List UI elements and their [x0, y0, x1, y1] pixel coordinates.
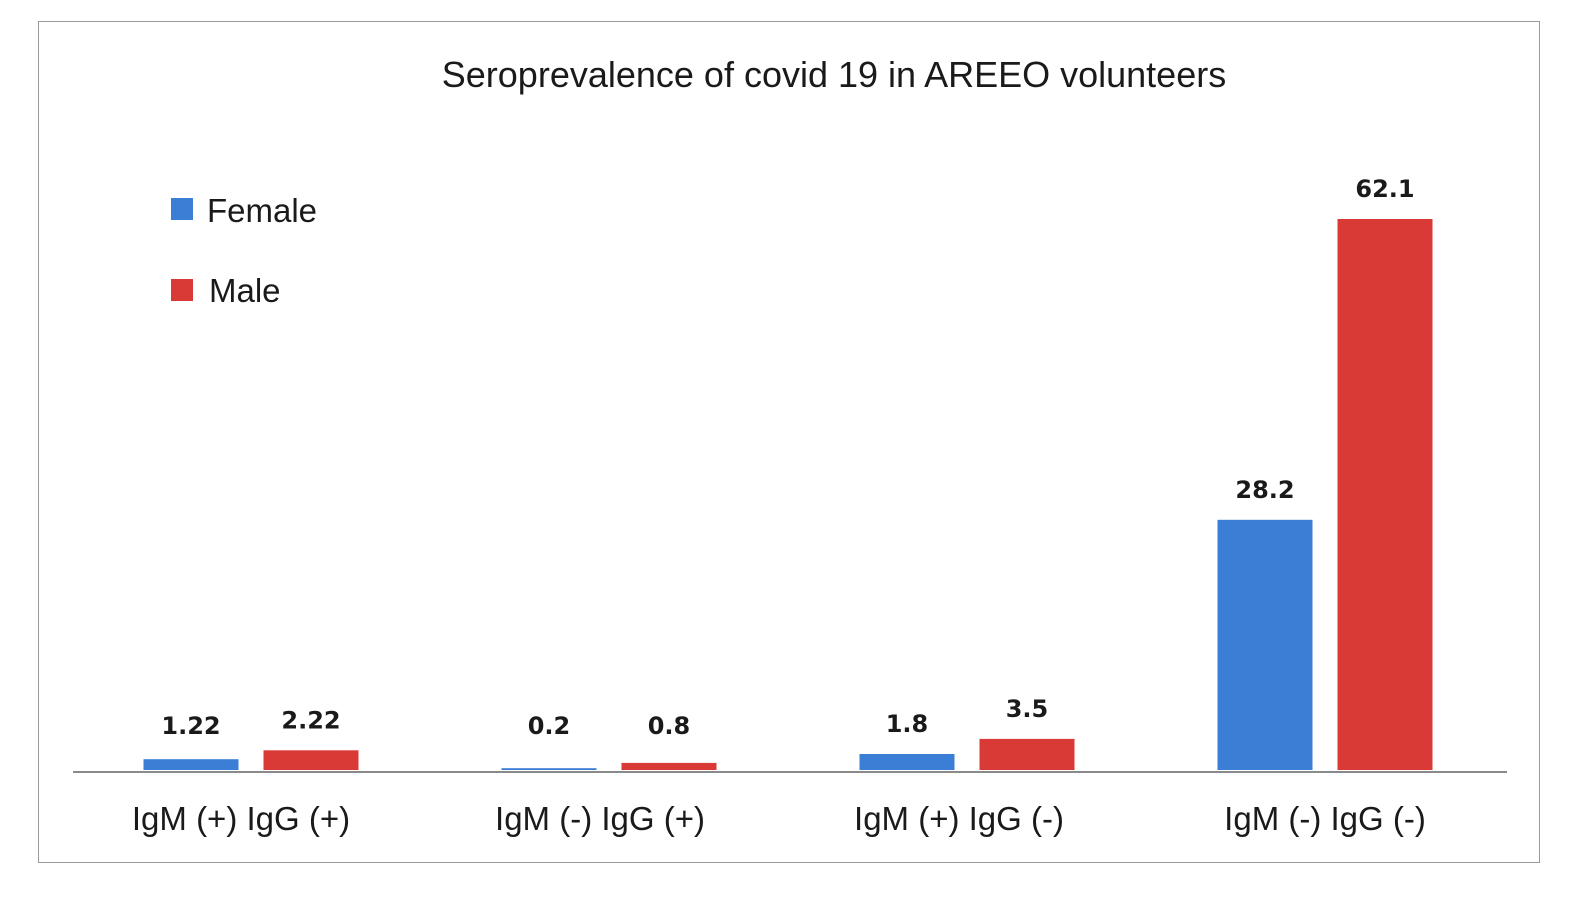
- data-label: 2.22: [281, 706, 340, 734]
- legend-label-male: Male: [209, 272, 281, 309]
- data-label: 0.2: [528, 712, 571, 740]
- bars-group: [143, 219, 1433, 770]
- data-label: 1.8: [886, 710, 929, 738]
- category-labels: IgM (+) IgG (+) IgM (-) IgG (+) IgM (+) …: [132, 800, 1426, 837]
- bar-male: [263, 750, 359, 770]
- category-label: IgM (-) IgG (-): [1224, 800, 1426, 837]
- bar-female: [1217, 519, 1313, 770]
- chart-title: Seroprevalence of covid 19 in AREEO volu…: [442, 54, 1226, 95]
- legend: Female Male: [171, 192, 317, 309]
- data-label: 0.8: [648, 712, 691, 740]
- legend-swatch-male: [171, 279, 193, 301]
- data-label: 28.2: [1235, 476, 1294, 504]
- legend-swatch-female: [171, 198, 193, 220]
- legend-label-female: Female: [207, 192, 317, 229]
- bar-female: [501, 768, 597, 770]
- bar-female: [143, 759, 239, 770]
- data-label: 1.22: [161, 712, 220, 740]
- bar-male: [979, 738, 1075, 770]
- data-label: 62.1: [1355, 175, 1414, 203]
- bar-male: [621, 762, 717, 770]
- category-label: IgM (-) IgG (+): [495, 800, 705, 837]
- data-label: 3.5: [1006, 695, 1049, 723]
- category-label: IgM (+) IgG (-): [854, 800, 1064, 837]
- bar-female: [859, 754, 955, 770]
- value-labels-group: 1.22 0.2 1.8 28.2 2.22 0.8 3.5 62.1: [161, 175, 1414, 740]
- bar-male: [1337, 219, 1433, 770]
- category-label: IgM (+) IgG (+): [132, 800, 350, 837]
